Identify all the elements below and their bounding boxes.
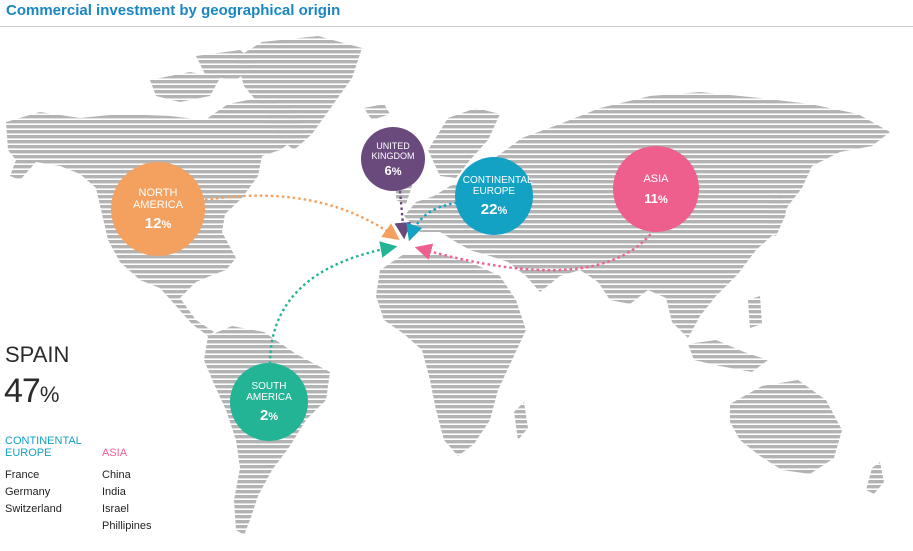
flow-south-america: [268, 241, 398, 365]
asia-list-title: ASIA: [102, 447, 128, 459]
region-bubble-north-america: NORTH AMERICA 12%: [111, 162, 205, 256]
list-item: India: [102, 486, 126, 498]
list-item: China: [102, 469, 131, 481]
list-item: Germany: [5, 486, 51, 498]
list-item: Phillipines: [102, 520, 152, 532]
list-item: Israel: [102, 503, 129, 515]
flow-asia: [414, 229, 655, 272]
page-title: Commercial investment by geographical or…: [6, 2, 341, 19]
flow-north-america: [204, 194, 400, 240]
region-bubble-united-kingdom: UNITED KINGDOM 6%: [361, 127, 425, 191]
region-value: 6%: [384, 162, 402, 178]
region-bubble-south-america: SOUTH AMERICA 2%: [230, 363, 308, 441]
region-name: CONTINENTAL EUROPE: [462, 174, 533, 197]
landmass-africa: [376, 254, 526, 456]
landmass-madagascar: [514, 402, 528, 440]
title-divider: [0, 26, 913, 27]
spain-value: 47%: [4, 372, 60, 410]
landmass-scandinavia: [428, 108, 500, 178]
flow-united-kingdom: [394, 190, 412, 240]
region-name: ASIA: [643, 172, 669, 185]
region-bubble-asia: ASIA 11%: [613, 146, 699, 232]
region-value: 11%: [644, 190, 668, 206]
list-item: France: [5, 469, 40, 481]
landmass-greenland: [236, 36, 362, 150]
region-value: 22%: [480, 200, 508, 218]
region-value: 2%: [259, 406, 279, 424]
landmass-iceland: [364, 104, 390, 120]
region-name: UNITED KINGDOM: [371, 140, 415, 161]
flow-continental-europe: [406, 201, 458, 242]
landmass-new-zealand: [866, 462, 884, 494]
list-item: Switzerland: [5, 503, 62, 515]
spain-label: SPAIN: [5, 342, 70, 367]
region-bubble-continental-europe: CONTINENTAL EUROPE 22%: [455, 157, 533, 235]
region-name: NORTH AMERICA: [132, 186, 184, 211]
asia-list: China India Israel Phillipines: [102, 467, 152, 535]
landmass-sea-islands: [688, 340, 768, 372]
landmass-philippines: [748, 296, 762, 328]
region-value: 12%: [144, 214, 172, 232]
landmass-arctic-islands: [150, 72, 220, 102]
region-name: SOUTH AMERICA: [246, 380, 292, 403]
continental-europe-list: France Germany Switzerland: [5, 467, 62, 518]
landmass-australia: [730, 380, 842, 474]
landmass-japan: [766, 190, 786, 236]
continental-europe-list-title: CONTINENTAL EUROPE: [5, 435, 82, 459]
